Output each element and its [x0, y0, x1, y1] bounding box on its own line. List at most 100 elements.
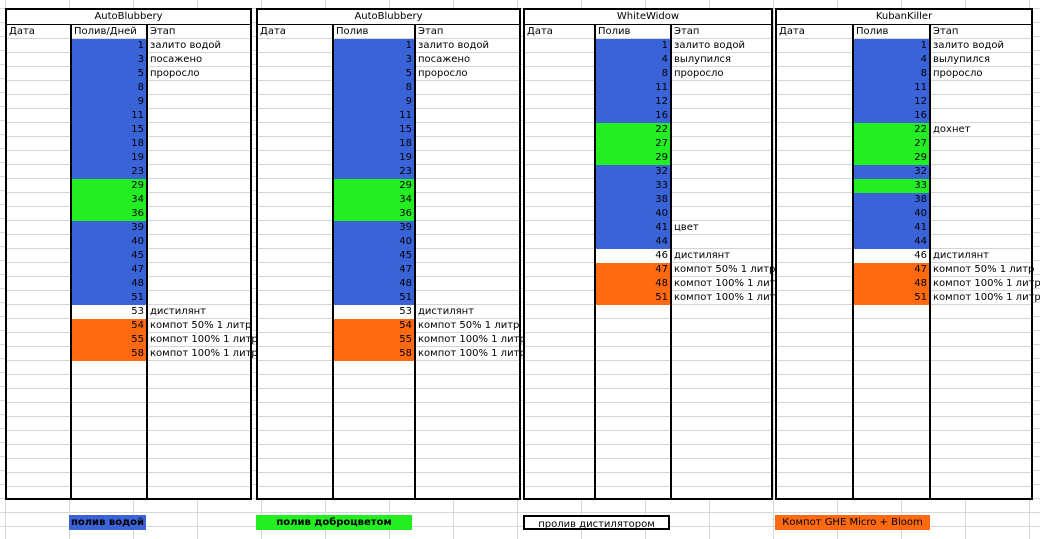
watering-day-cell[interactable]: 58 — [72, 347, 146, 361]
watering-day-cell[interactable]: 5 — [72, 67, 146, 81]
strain-title[interactable]: AutoBlubbery — [7, 10, 250, 25]
watering-day-cell[interactable]: 11 — [596, 81, 670, 95]
stage-cell[interactable]: дистилянт — [418, 306, 475, 317]
watering-day-cell[interactable]: 11 — [334, 109, 414, 123]
stage-cell[interactable]: компот 50% 1 литр — [418, 320, 520, 331]
watering-day-cell[interactable]: 40 — [854, 207, 929, 221]
stage-cell[interactable]: компот 100% 1 литр — [933, 292, 1040, 303]
watering-day-cell[interactable]: 53 — [72, 305, 146, 319]
stage-cell[interactable]: компот 50% 1 литр — [150, 320, 252, 331]
watering-day-cell[interactable]: 33 — [596, 179, 670, 193]
column-header[interactable]: Дата — [779, 26, 805, 37]
watering-day-cell[interactable]: 1 — [854, 39, 929, 53]
column-header[interactable]: Полив — [598, 26, 631, 37]
watering-day-cell[interactable]: 51 — [596, 291, 670, 305]
stage-cell[interactable]: залито водой — [418, 40, 490, 51]
stage-cell[interactable]: компот 100% 1 литр — [418, 334, 526, 345]
stage-cell[interactable]: компот 100% 1 литр — [150, 334, 258, 345]
watering-day-cell[interactable]: 51 — [334, 291, 414, 305]
watering-day-cell[interactable]: 44 — [854, 235, 929, 249]
watering-day-cell[interactable]: 3 — [72, 53, 146, 67]
legend-water[interactable]: полив водой — [69, 515, 146, 530]
watering-day-cell[interactable]: 18 — [72, 137, 146, 151]
watering-day-cell[interactable]: 29 — [854, 151, 929, 165]
watering-day-cell[interactable]: 39 — [72, 221, 146, 235]
watering-day-cell[interactable]: 48 — [334, 277, 414, 291]
stage-cell[interactable]: залито водой — [674, 40, 746, 51]
watering-day-cell[interactable]: 27 — [854, 137, 929, 151]
watering-day-cell[interactable]: 40 — [72, 235, 146, 249]
watering-day-cell[interactable]: 33 — [854, 179, 929, 193]
stage-cell[interactable]: компот 50% 1 литр — [933, 264, 1035, 275]
watering-day-cell[interactable]: 11 — [854, 81, 929, 95]
watering-day-cell[interactable]: 15 — [334, 123, 414, 137]
stage-cell[interactable]: проросло — [150, 68, 200, 79]
watering-day-cell[interactable]: 29 — [334, 179, 414, 193]
watering-day-cell[interactable]: 47 — [854, 263, 929, 277]
strain-title[interactable]: WhiteWidow — [525, 10, 771, 25]
stage-cell[interactable]: вылупился — [674, 54, 732, 65]
legend-distill[interactable]: пролив дистилятором — [523, 515, 670, 530]
column-header[interactable]: Этап — [150, 26, 176, 37]
watering-day-cell[interactable]: 38 — [596, 193, 670, 207]
stage-cell[interactable]: цвет — [674, 222, 699, 233]
watering-day-cell[interactable]: 44 — [596, 235, 670, 249]
watering-day-cell[interactable]: 16 — [854, 109, 929, 123]
watering-day-cell[interactable]: 34 — [334, 193, 414, 207]
strain-title[interactable]: KubanKiller — [777, 10, 1031, 25]
legend-compost[interactable]: Компот GHE Micro + Bloom — [775, 515, 930, 530]
watering-day-cell[interactable]: 47 — [596, 263, 670, 277]
watering-day-cell[interactable]: 8 — [854, 67, 929, 81]
stage-cell[interactable]: компот 100% 1 литр — [674, 278, 782, 289]
watering-day-cell[interactable]: 27 — [596, 137, 670, 151]
stage-cell[interactable]: дистилянт — [150, 306, 207, 317]
watering-day-cell[interactable]: 22 — [596, 123, 670, 137]
stage-cell[interactable]: дистилянт — [674, 250, 731, 261]
column-header[interactable]: Этап — [674, 26, 700, 37]
column-header[interactable]: Полив — [856, 26, 889, 37]
watering-day-cell[interactable]: 23 — [72, 165, 146, 179]
watering-day-cell[interactable]: 51 — [72, 291, 146, 305]
watering-day-cell[interactable]: 18 — [334, 137, 414, 151]
legend-bloom[interactable]: полив доброцветом — [256, 515, 412, 530]
watering-day-cell[interactable]: 9 — [72, 95, 146, 109]
watering-day-cell[interactable]: 3 — [334, 53, 414, 67]
stage-cell[interactable]: посажено — [150, 54, 203, 65]
watering-day-cell[interactable]: 39 — [334, 221, 414, 235]
strain-title[interactable]: AutoBlubbery — [258, 10, 519, 25]
watering-day-cell[interactable]: 9 — [334, 95, 414, 109]
stage-cell[interactable]: проросло — [674, 68, 724, 79]
stage-cell[interactable]: компот 100% 1 литр — [674, 292, 782, 303]
watering-day-cell[interactable]: 58 — [334, 347, 414, 361]
watering-day-cell[interactable]: 1 — [72, 39, 146, 53]
column-header[interactable]: Дата — [527, 26, 553, 37]
watering-day-cell[interactable]: 54 — [334, 319, 414, 333]
watering-day-cell[interactable]: 1 — [334, 39, 414, 53]
stage-cell[interactable]: компот 100% 1 литр — [150, 348, 258, 359]
watering-day-cell[interactable]: 36 — [334, 207, 414, 221]
column-header[interactable]: Дата — [9, 26, 35, 37]
watering-day-cell[interactable]: 48 — [596, 277, 670, 291]
watering-day-cell[interactable]: 22 — [854, 123, 929, 137]
watering-day-cell[interactable]: 29 — [596, 151, 670, 165]
watering-day-cell[interactable]: 1 — [596, 39, 670, 53]
column-header[interactable]: Этап — [418, 26, 444, 37]
column-header[interactable]: Этап — [933, 26, 959, 37]
watering-day-cell[interactable]: 51 — [854, 291, 929, 305]
watering-day-cell[interactable]: 45 — [334, 249, 414, 263]
watering-day-cell[interactable]: 4 — [596, 53, 670, 67]
watering-day-cell[interactable]: 47 — [334, 263, 414, 277]
column-header[interactable]: Полив/Дней — [74, 26, 137, 37]
watering-day-cell[interactable]: 8 — [72, 81, 146, 95]
watering-day-cell[interactable]: 54 — [72, 319, 146, 333]
stage-cell[interactable]: проросло — [933, 68, 983, 79]
watering-day-cell[interactable]: 15 — [72, 123, 146, 137]
watering-day-cell[interactable]: 38 — [854, 193, 929, 207]
watering-day-cell[interactable]: 55 — [72, 333, 146, 347]
watering-day-cell[interactable]: 12 — [596, 95, 670, 109]
watering-day-cell[interactable]: 41 — [596, 221, 670, 235]
watering-day-cell[interactable]: 55 — [334, 333, 414, 347]
watering-day-cell[interactable]: 32 — [596, 165, 670, 179]
watering-day-cell[interactable]: 48 — [854, 277, 929, 291]
watering-day-cell[interactable]: 8 — [334, 81, 414, 95]
